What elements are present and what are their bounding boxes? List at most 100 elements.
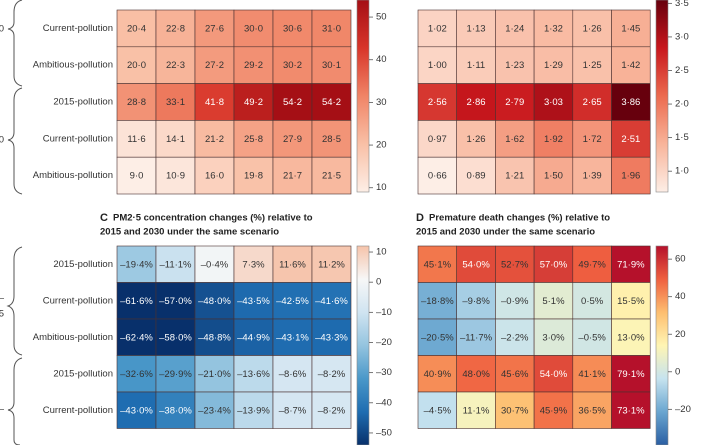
cell-value-label: 40·9% [424, 369, 452, 380]
row-label: Current-pollution [43, 23, 113, 34]
heatmap-cell [495, 282, 535, 320]
cell-value-label: 2·79 [505, 97, 524, 108]
cell-value-label: –48·8% [198, 332, 231, 343]
cell-value-label: 54·0% [540, 369, 568, 380]
heatmap-cell [533, 391, 574, 429]
cell-value-label: 27·9 [283, 134, 302, 145]
cell-value-label: 71·9% [617, 259, 645, 270]
heatmap-cell [495, 245, 535, 283]
heatmap-cell [194, 391, 235, 429]
cell-value-label: 1·25 [583, 60, 602, 71]
cell-value-label: 1·45 [621, 23, 640, 34]
heatmap-cell [116, 391, 157, 429]
heatmap-cell [495, 83, 535, 121]
brace [6, 246, 23, 356]
heatmap-cell [456, 318, 496, 356]
cell-value-label: 41·8 [205, 97, 224, 108]
colorbar-tick-label: –20 [376, 337, 392, 348]
colorbar [655, 245, 669, 445]
colorbar-tick-label: 40 [376, 54, 387, 65]
panel-title: Premature death changes (%) relative to [429, 213, 610, 224]
heatmap-cell [417, 391, 458, 429]
cell-value-label: –8·7% [279, 405, 307, 416]
cell-value-label: 19·8 [244, 171, 263, 182]
cell-value-label: 1·96 [621, 171, 640, 182]
heatmap-cell [233, 282, 274, 320]
cell-value-label: –48·0% [198, 296, 231, 307]
cell-value-label: 0·66 [428, 171, 447, 182]
group-label: 30 [0, 24, 4, 35]
colorbar-tick-label: –20 [675, 404, 691, 415]
cell-value-label: –41·6% [315, 296, 348, 307]
cell-value-label: –43·5% [237, 296, 270, 307]
heatmap-cell [116, 9, 157, 48]
cell-value-label: 1·21 [505, 171, 524, 182]
colorbar [655, 0, 669, 193]
heatmap-cell [572, 120, 612, 158]
cell-value-label: 28·8 [127, 97, 146, 108]
cell-value-label: –43·1% [276, 332, 309, 343]
cell-value-label: 21·5 [322, 171, 341, 182]
cell-value-label: –18·8% [421, 296, 454, 307]
heatmap-cell [116, 156, 157, 195]
cell-value-label: 1·00 [428, 60, 447, 71]
heatmap-cell [417, 156, 458, 195]
heatmap-cell [194, 282, 235, 320]
colorbar-tick-label: 3·5 [675, 0, 689, 9]
heatmap-cell [533, 355, 574, 393]
cell-value-label: –21·0% [198, 369, 231, 380]
cell-value-label: 36·5% [578, 405, 606, 416]
cell-value-label: 1·26 [583, 23, 602, 34]
heatmap-cell [116, 120, 157, 158]
cell-value-label: 27·2 [205, 60, 224, 71]
heatmap-cell [311, 9, 352, 48]
cell-value-label: 3·03 [544, 97, 563, 108]
cell-value-label: 0·97 [428, 134, 447, 145]
brace [7, 0, 23, 87]
cell-value-label: 73·1% [617, 405, 645, 416]
group-label: 0– [0, 293, 5, 304]
colorbar-tick-label: 60 [675, 254, 686, 265]
cell-value-label: –42·5% [276, 296, 309, 307]
heatmap-cell [495, 355, 535, 393]
heatmap-cell [272, 245, 313, 283]
cell-value-label: –8·6% [279, 369, 307, 380]
brace [7, 357, 23, 445]
cell-value-label: 15·5% [617, 296, 645, 307]
cell-value-label: 54·2 [283, 97, 302, 108]
heatmap-cell [611, 120, 651, 158]
colorbar-tick-label: 20 [675, 329, 686, 340]
heatmap-cell [272, 318, 313, 356]
cell-value-label: 16·0 [205, 171, 224, 182]
colorbar-tick-label: 10 [376, 247, 387, 258]
heatmap-cell [155, 46, 196, 84]
cell-value-label: 25·8 [244, 134, 263, 145]
heatmap-cell [572, 245, 612, 283]
cell-value-label: 2·65 [583, 97, 602, 108]
group-braces [6, 0, 23, 445]
heatmap-cell [417, 120, 458, 158]
cell-value-label: 45·9% [540, 405, 568, 416]
colorbar-tick-label: 40 [675, 291, 686, 302]
cell-value-label: 20·0 [127, 60, 146, 71]
cell-value-label: 1·50 [544, 171, 563, 182]
heatmap-cell [272, 355, 313, 393]
cell-value-label: 5·1% [542, 296, 565, 307]
cell-value-label: 3·86 [621, 97, 640, 108]
cell-value-label: 11·1% [463, 405, 490, 416]
cell-value-label: 22·8 [166, 23, 185, 34]
heatmap-cell [533, 282, 574, 320]
heatmap-cell [194, 120, 235, 158]
heatmap-cell [456, 245, 496, 283]
heatmap-cell [456, 83, 496, 121]
cell-value-label: 1·32 [544, 23, 563, 34]
cell-value-label: –38·0% [159, 405, 192, 416]
heatmap-cell [572, 9, 612, 48]
cell-value-label: –0·9% [501, 296, 529, 307]
cell-value-label: –4·5% [424, 405, 452, 416]
colorbar-tick-label: 1·5 [675, 132, 689, 143]
colorbar-tick-label: 3·0 [675, 31, 689, 42]
group-label: 50 [0, 135, 4, 146]
cell-value-label: 1·26 [467, 134, 486, 145]
heatmap-cell [572, 318, 612, 356]
